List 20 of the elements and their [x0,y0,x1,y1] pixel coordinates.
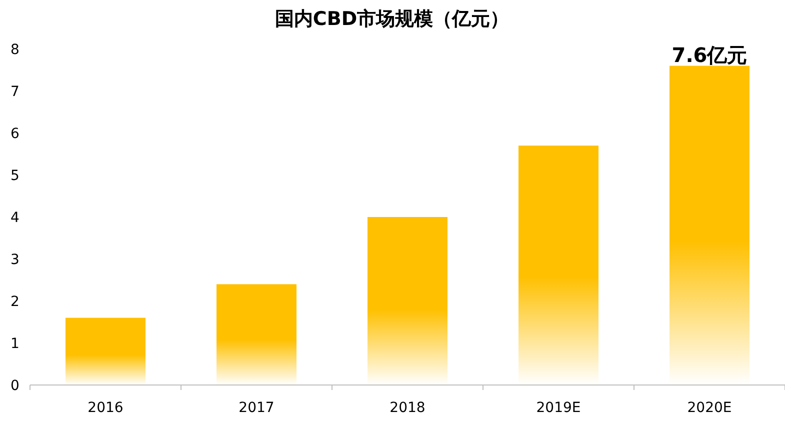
y-tick-label: 2 [10,294,20,310]
x-tick-label: 2018 [390,400,426,416]
x-tick-label: 2017 [238,400,274,416]
bar [216,284,296,385]
y-tick-label: 0 [10,378,20,394]
annotation: 7.6亿元 [672,42,748,67]
chart-title: 国内CBD市场规模（亿元） [274,8,510,30]
bar [368,217,448,385]
x-tick-label: 2019E [536,400,581,416]
y-tick-label: 6 [10,126,20,142]
y-tick-label: 4 [10,210,20,226]
y-tick-label: 3 [10,252,20,268]
bar [518,146,598,385]
y-tick-label: 7 [10,84,20,100]
y-tick-label: 8 [10,42,20,58]
bar [66,318,146,385]
y-tick-label: 5 [10,168,20,184]
x-tick-label: 2016 [88,400,124,416]
x-tick-label: 2020E [687,400,732,416]
y-tick-label: 1 [10,336,20,352]
